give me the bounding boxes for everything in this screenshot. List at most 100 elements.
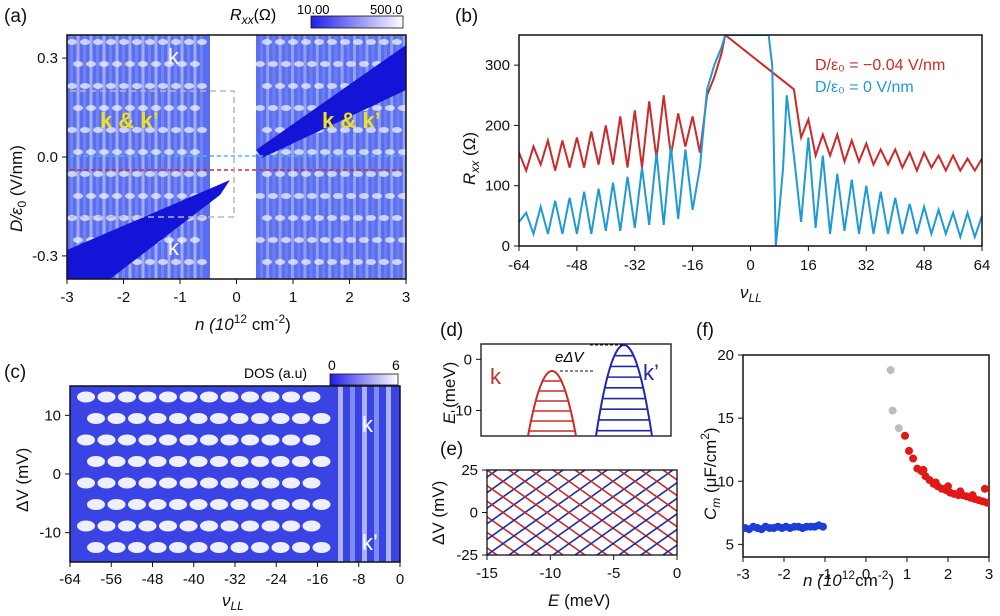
level-line-red: [530, 470, 652, 555]
dark-band-upper-right: [256, 45, 406, 158]
tick-label: 3: [985, 566, 993, 583]
panel-a-xticks: -3 -2 -1 0 1 2 3: [60, 279, 410, 306]
heatmap-cell: [210, 456, 228, 467]
heatmap-cell: [145, 171, 155, 177]
stripe: [297, 35, 301, 279]
heatmap-cell: [138, 477, 157, 489]
stripe: [70, 35, 73, 279]
tick-label: 0: [232, 289, 240, 306]
region-label-c-k: k: [362, 412, 374, 437]
panel-f-yticks: 5 10 15 20: [717, 347, 743, 553]
heatmap-cell: [145, 39, 155, 45]
heatmap-cell: [327, 127, 337, 133]
heatmap-cell: [159, 477, 177, 489]
level-line-red: [596, 470, 677, 528]
stripe: [371, 35, 375, 279]
heatmap-cell: [169, 456, 187, 467]
heatmap-cell: [241, 391, 259, 403]
stripe: [76, 35, 80, 279]
heatmap-cell: [67, 39, 77, 45]
heatmap-cell: [261, 520, 280, 532]
heatmap-cell: [106, 39, 116, 45]
panel-c-ylabel: ΔV (mV): [13, 448, 32, 512]
heatmap-cell: [379, 171, 389, 177]
heatmap-cell: [158, 83, 168, 89]
heatmap-cell: [268, 193, 278, 199]
heatmap-cell: [93, 39, 103, 45]
heatmap-cell: [80, 83, 90, 89]
heatmap-cell: [353, 259, 363, 265]
level-line-red: [552, 470, 674, 555]
panel-f-ylabel: Cm (μF/cm2): [698, 427, 723, 520]
heatmap-cell: [190, 237, 200, 243]
heatmap-cell: [87, 413, 105, 424]
region-label-kk-right: k & k’: [322, 108, 381, 133]
tick-label: 200: [485, 117, 510, 134]
tick-label: -25: [456, 547, 478, 564]
heatmap-cell: [359, 149, 369, 155]
heatmap-cell: [197, 259, 207, 265]
heatmap-cell: [282, 391, 300, 403]
level-line-blue: [487, 470, 520, 494]
heatmap-cell: [179, 391, 198, 403]
heatmap-cell: [148, 499, 167, 510]
heatmap-cell: [314, 215, 324, 221]
stripe: [109, 35, 112, 279]
heatmap-cell: [301, 215, 311, 221]
stripe: [315, 35, 319, 279]
stripe: [338, 386, 343, 562]
heatmap-cell: [398, 193, 406, 199]
heatmap-cell: [320, 149, 330, 155]
heatmap-cell: [97, 391, 116, 403]
heatmap-cell: [292, 499, 310, 510]
heatmap-cell: [301, 39, 311, 45]
heatmap-cell: [138, 434, 157, 446]
heatmap-cell: [262, 83, 272, 89]
heatmap-cell: [99, 149, 109, 155]
heatmap-cell: [379, 39, 389, 45]
heatmap-cell: [385, 193, 395, 199]
heatmap-cell: [177, 61, 187, 67]
heatmap-cell: [200, 477, 218, 489]
heatmap-cell: [385, 237, 395, 243]
scatter-point: [980, 484, 989, 493]
heatmap-cell: [93, 171, 103, 177]
tick-label: -2: [777, 566, 790, 583]
heatmap-cell: [184, 39, 194, 45]
parabola-curve: [595, 343, 653, 437]
heatmap-cell: [67, 171, 77, 177]
heatmap-cell: [184, 127, 194, 133]
heatmap-cell: [148, 456, 167, 467]
heatmap-cell: [292, 413, 310, 424]
heatmap-cell: [294, 149, 304, 155]
stripe: [193, 35, 197, 279]
heatmap-cell: [145, 127, 155, 133]
heatmap-cell: [148, 413, 167, 424]
heatmap-cell: [282, 434, 300, 446]
heatmap-cell: [327, 83, 337, 89]
heatmap-cell: [220, 434, 239, 446]
heatmap-cell: [307, 61, 317, 67]
heatmap-cell: [86, 149, 96, 155]
panel-e-ylabel: ΔV (mV): [429, 481, 448, 545]
heatmap-cell: [200, 520, 218, 532]
heatmap-cell: [292, 456, 310, 467]
heatmap-cell: [314, 259, 324, 265]
panel-b: (b) -64 -48 -32 -16 0 16 32 48 64 0 100 200 300 νLL…: [455, 6, 990, 305]
heatmap-cell: [67, 127, 77, 133]
stripe: [167, 35, 171, 279]
tick-label: -8: [352, 571, 365, 588]
tick-label: 25: [461, 462, 478, 479]
heatmap-cell: [87, 499, 105, 510]
panel-f: (f) -3 -2 -1 0 1 2 3 5 10 15 20 n (1012cm-2) Cm (…: [696, 320, 993, 590]
panel-b-label: (b): [455, 6, 478, 27]
heatmap-cell: [80, 39, 90, 45]
heatmap-cell: [99, 193, 109, 199]
heatmap-cell: [210, 542, 228, 553]
heatmap-cell: [77, 477, 95, 489]
heatmap-cell: [314, 83, 324, 89]
heatmap-cell: [138, 193, 148, 199]
tick-label: 0: [862, 566, 870, 583]
heatmap-cell: [99, 61, 109, 67]
tick-label: 100: [485, 178, 510, 195]
